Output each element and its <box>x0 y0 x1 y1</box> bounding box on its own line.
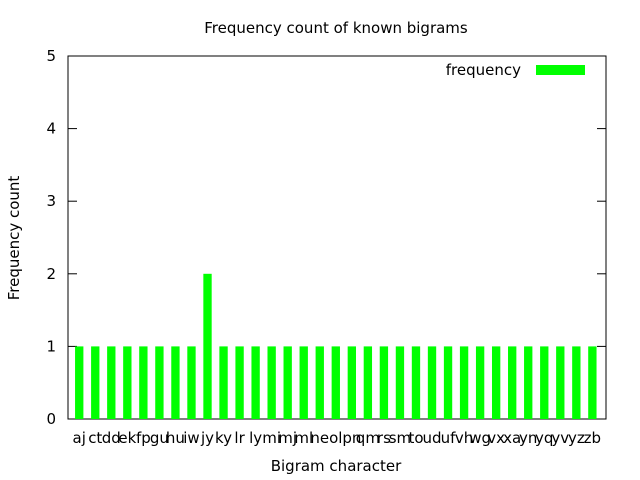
y-axis: 0 1 2 3 4 5 <box>46 47 606 428</box>
x-tick-label: yn <box>519 429 537 447</box>
y-tick-label: 1 <box>46 337 56 355</box>
bar-to <box>411 346 421 419</box>
x-tick-label: ud <box>422 429 441 447</box>
bar-iw <box>187 346 196 419</box>
x-tick-label: dd <box>102 429 121 447</box>
x-tick-label: sm <box>389 429 411 447</box>
bar-yv <box>556 346 565 419</box>
bar-yn <box>524 346 533 419</box>
x-tick-label: ct <box>88 429 102 447</box>
bar-ml <box>299 346 308 419</box>
x-tick-label: ky <box>215 429 232 447</box>
x-tick-label: ml <box>294 429 313 447</box>
x-tick-label: fp <box>136 429 151 447</box>
y-tick-label: 5 <box>46 47 56 65</box>
x-tick-label: rs <box>377 429 391 447</box>
bar-ky <box>219 346 228 419</box>
bar-zb <box>588 346 597 419</box>
x-tick-label: yq <box>535 429 553 447</box>
y-tick-label: 4 <box>46 120 56 138</box>
x-tick-label: ek <box>118 429 136 447</box>
x-tick-label: mi <box>262 429 281 447</box>
legend-label: frequency <box>446 61 521 79</box>
legend-swatch <box>536 65 585 75</box>
bar-sm <box>395 346 405 419</box>
bar-yz <box>572 346 581 419</box>
x-tick-label: yv <box>551 429 569 447</box>
bar-uf <box>443 346 453 419</box>
x-tick-label: vh <box>455 429 473 447</box>
bar-vx <box>491 346 501 419</box>
bar-aj <box>75 346 84 419</box>
x-tick-label: ne <box>310 429 329 447</box>
bar-yq <box>540 346 549 419</box>
x-tick-label: mj <box>278 429 297 447</box>
x-tick-label: to <box>408 429 423 447</box>
bar-ek <box>123 346 132 419</box>
x-tick-label: wg <box>469 429 491 447</box>
bar-mi <box>267 346 276 419</box>
bar-fp <box>139 346 148 419</box>
x-tick-label: qm <box>356 429 380 447</box>
bar-jy <box>203 273 212 419</box>
x-tick-label: ly <box>249 429 262 447</box>
bar-qm <box>363 346 373 419</box>
bar-gu <box>155 346 164 419</box>
chart-title: Frequency count of known bigrams <box>204 19 468 37</box>
x-tick-label: vx <box>487 429 505 447</box>
x-tick-label: hu <box>166 429 185 447</box>
bar-rs <box>379 346 389 419</box>
x-tick-label: uf <box>441 429 457 447</box>
x-tick-label: iw <box>183 429 199 447</box>
bar-ct <box>91 346 100 419</box>
y-tick-label: 3 <box>46 192 56 210</box>
bar-series <box>75 273 597 419</box>
bar-lr <box>235 346 244 419</box>
bar-wg <box>475 346 485 419</box>
bar-dd <box>107 346 116 419</box>
x-axis-label: Bigram character <box>271 457 402 475</box>
x-tick-label: xa <box>503 429 521 447</box>
y-tick-label: 0 <box>46 410 56 428</box>
bar-mj <box>283 346 292 419</box>
bar-ly <box>251 346 260 419</box>
y-tick-label: 2 <box>46 265 56 283</box>
x-tick-label: jy <box>200 429 214 447</box>
x-tick-label: lr <box>234 429 245 447</box>
bar-pn <box>347 346 357 419</box>
x-tick-label: yz <box>568 429 585 447</box>
bar-xa <box>508 346 517 419</box>
bar-hu <box>171 346 180 419</box>
bar-ne <box>315 346 324 419</box>
bar-vh <box>459 346 469 419</box>
y-axis-label: Frequency count <box>5 176 23 301</box>
x-tick-label: ol <box>329 429 342 447</box>
x-tick-label: aj <box>73 429 86 447</box>
bar-ol <box>331 346 340 419</box>
legend: frequency <box>446 61 585 79</box>
x-tick-label: pn <box>342 429 361 447</box>
x-tick-label: zb <box>584 429 601 447</box>
bar-ud <box>427 346 437 419</box>
x-tick-label: gu <box>150 429 169 447</box>
